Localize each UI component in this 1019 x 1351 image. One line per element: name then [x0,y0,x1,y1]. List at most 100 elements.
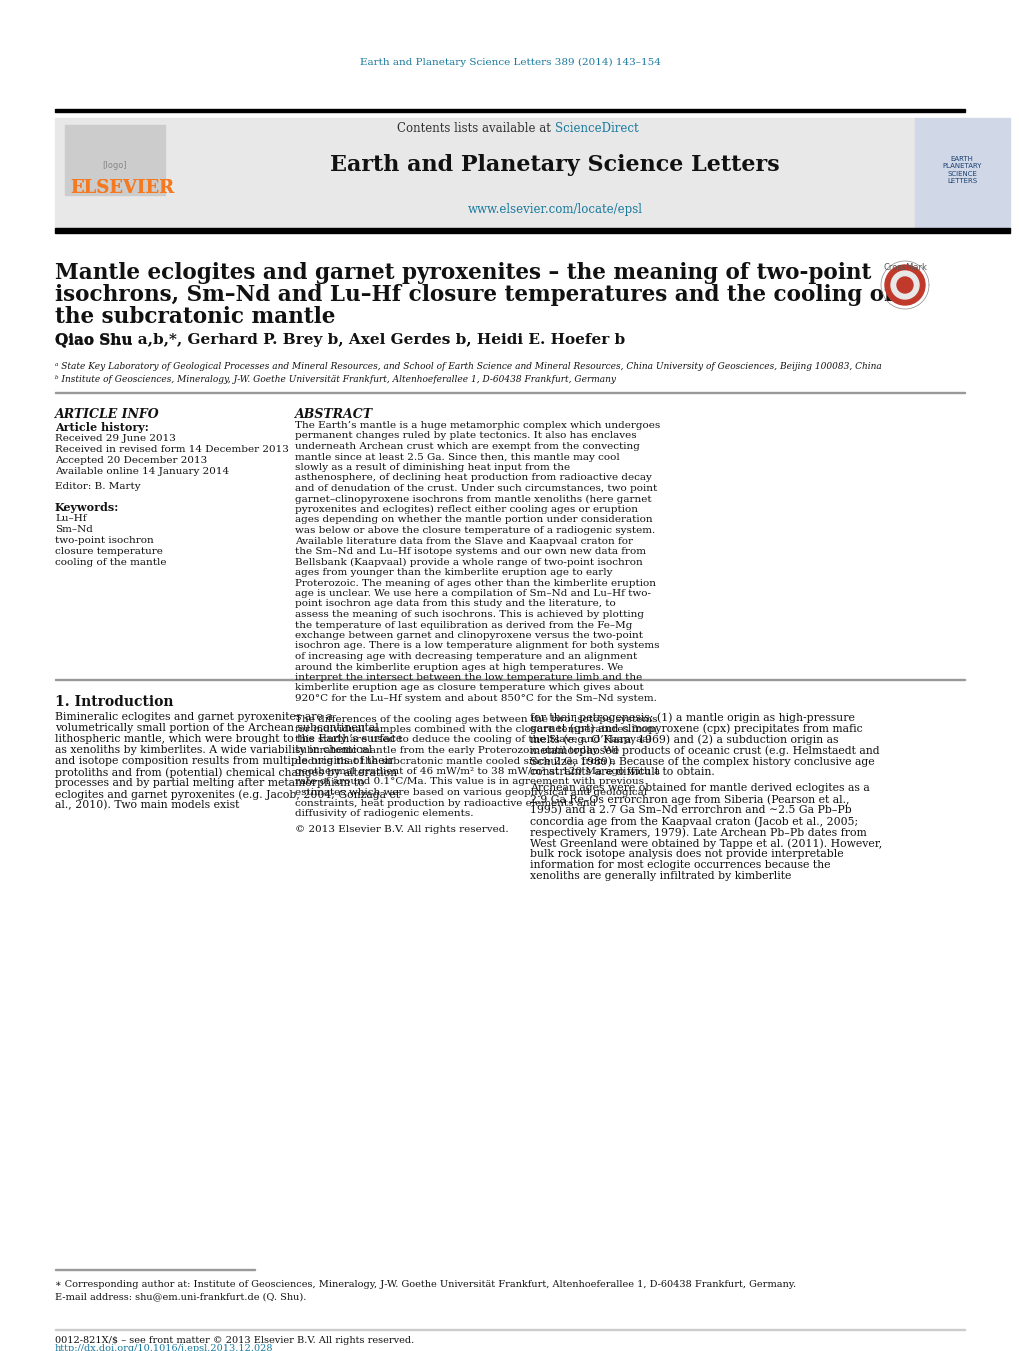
Text: 1. Introduction: 1. Introduction [55,694,173,709]
Text: Qiao Shu: Qiao Shu [55,332,138,347]
Text: exchange between garnet and clinopyroxene versus the two-point: exchange between garnet and clinopyroxen… [294,631,642,640]
Text: volumetrically small portion of the Archean subcontinental: volumetrically small portion of the Arch… [55,723,378,734]
Text: geothermal gradient of 46 mW/m² to 38 mW/m² at 120 Ma ago with a: geothermal gradient of 46 mW/m² to 38 mW… [294,767,659,775]
Text: underneath Archean crust which are exempt from the convecting: underneath Archean crust which are exemp… [294,442,639,451]
Text: asthenosphere, of declining heat production from radioactive decay: asthenosphere, of declining heat product… [294,473,651,482]
Text: E-mail address: shu@em.uni-frankfurt.de (Q. Shu).: E-mail address: shu@em.uni-frankfurt.de … [55,1292,306,1301]
Text: information for most eclogite occurrences because the: information for most eclogite occurrence… [530,861,829,870]
Text: protoliths and from (potential) chemical changes by alteration: protoliths and from (potential) chemical… [55,767,396,778]
Text: ARTICLE INFO: ARTICLE INFO [55,408,159,422]
Text: Bimineralic eclogites and garnet pyroxenites are a: Bimineralic eclogites and garnet pyroxen… [55,712,332,721]
Circle shape [896,277,912,293]
Text: for their petrogenesis: (1) a mantle origin as high-pressure: for their petrogenesis: (1) a mantle ori… [530,712,854,723]
Text: Archean ages were obtained for mantle derived eclogites as a: Archean ages were obtained for mantle de… [530,784,869,793]
Text: for individual samples combined with the closure temperatures from: for individual samples combined with the… [294,725,656,734]
Text: constraints are difficult to obtain.: constraints are difficult to obtain. [530,767,714,777]
Text: deduce that the subcratonic mantle cooled since 2 Ga from a: deduce that the subcratonic mantle coole… [294,757,615,766]
Text: ages from younger than the kimberlite eruption age to early: ages from younger than the kimberlite er… [294,567,611,577]
Circle shape [884,265,924,305]
Text: respectively Kramers, 1979). Late Archean Pb–Pb dates from: respectively Kramers, 1979). Late Archea… [530,827,866,838]
Text: Mantle eclogites and garnet pyroxenites – the meaning of two-point: Mantle eclogites and garnet pyroxenites … [55,262,870,284]
Text: 920°C for the Lu–Hf system and about 850°C for the Sm–Nd system.: 920°C for the Lu–Hf system and about 850… [294,694,656,703]
Text: two-point isochron: two-point isochron [55,536,154,544]
Text: [logo]: [logo] [103,161,127,169]
Text: garnet–clinopyroxene isochrons from mantle xenoliths (here garnet: garnet–clinopyroxene isochrons from mant… [294,494,651,504]
Text: ELSEVIER: ELSEVIER [70,178,174,197]
Text: metamorphosed products of oceanic crust (e.g. Helmstaedt and: metamorphosed products of oceanic crust … [530,744,878,755]
Text: processes and by partial melting after metamorphism to: processes and by partial melting after m… [55,778,364,788]
Text: the temperature of last equilibration as derived from the Fe–Mg: the temperature of last equilibration as… [294,620,632,630]
Text: Proterozoic. The meaning of ages other than the kimberlite eruption: Proterozoic. The meaning of ages other t… [294,578,655,588]
Text: West Greenland were obtained by Tappe et al. (2011). However,: West Greenland were obtained by Tappe et… [530,838,881,848]
Text: eclogites and garnet pyroxenites (e.g. Jacob, 2004; Gonzaga et: eclogites and garnet pyroxenites (e.g. J… [55,789,399,800]
Bar [195,118,914,230]
Text: bulk rock isotope analysis does not provide interpretable: bulk rock isotope analysis does not prov… [530,848,843,859]
Text: The differences of the cooling ages between the two isotope systems: The differences of the cooling ages betw… [294,715,657,724]
Text: slowly as a result of diminishing heat input from the: slowly as a result of diminishing heat i… [294,463,570,471]
Text: ABSTRACT: ABSTRACT [294,408,373,422]
Text: al., 2010). Two main models exist: al., 2010). Two main models exist [55,800,239,811]
Text: Contents lists available at: Contents lists available at [397,122,554,135]
Text: xenoliths are generally infiltrated by kimberlite: xenoliths are generally infiltrated by k… [530,871,791,881]
Text: ScienceDirect: ScienceDirect [554,122,638,135]
Text: www.elsevier.com/locate/epsl: www.elsevier.com/locate/epsl [467,204,642,216]
Bar [65,126,165,195]
Bar [55,228,1009,232]
Text: EARTH
PLANETARY
SCIENCE
LETTERS: EARTH PLANETARY SCIENCE LETTERS [942,155,981,184]
Text: mantle since at least 2.5 Ga. Since then, this mantle may cool: mantle since at least 2.5 Ga. Since then… [294,453,620,462]
Text: diffusivity of radiogenic elements.: diffusivity of radiogenic elements. [294,809,473,817]
Text: cooling of the mantle: cooling of the mantle [55,558,166,567]
Text: © 2013 Elsevier B.V. All rights reserved.: © 2013 Elsevier B.V. All rights reserved… [294,824,508,834]
Text: permanent changes ruled by plate tectonics. It also has enclaves: permanent changes ruled by plate tectoni… [294,431,636,440]
Text: constraints, heat production by radioactive elements and: constraints, heat production by radioact… [294,798,596,808]
Text: CrossMark: CrossMark [882,262,926,272]
Text: Sm–Nd: Sm–Nd [55,526,93,534]
Text: and isotope composition results from multiple origins of their: and isotope composition results from mul… [55,757,393,766]
Text: ᵃ State Key Laboratory of Geological Processes and Mineral Resources, and School: ᵃ State Key Laboratory of Geological Pro… [55,362,880,372]
Text: assess the meaning of such isochrons. This is achieved by plotting: assess the meaning of such isochrons. Th… [294,611,643,619]
Text: Keywords:: Keywords: [55,503,119,513]
Text: Article history:: Article history: [55,422,149,434]
Text: Available online 14 January 2014: Available online 14 January 2014 [55,467,229,476]
Text: melts (e.g. O’Hara, 1969) and (2) a subduction origin as: melts (e.g. O’Hara, 1969) and (2) a subd… [530,734,838,744]
Text: the Sm–Nd and Lu–Hf isotope systems and our own new data from: the Sm–Nd and Lu–Hf isotope systems and … [294,547,645,557]
Text: 0012-821X/$ – see front matter © 2013 Elsevier B.V. All rights reserved.: 0012-821X/$ – see front matter © 2013 El… [55,1336,414,1346]
Text: ∗ Corresponding author at: Institute of Geosciences, Mineralogy, J-W. Goethe Uni: ∗ Corresponding author at: Institute of … [55,1279,796,1289]
Bar [55,109,964,112]
Text: ᵇ Institute of Geosciences, Mineralogy, J-W. Goethe Universität Frankfurt, Alten: ᵇ Institute of Geosciences, Mineralogy, … [55,376,615,384]
Text: lithospheric mantle, which were brought to the Earth’s surface: lithospheric mantle, which were brought … [55,734,401,744]
Text: closure temperature: closure temperature [55,547,163,557]
Text: age is unclear. We use here a compilation of Sm–Nd and Lu–Hf two-: age is unclear. We use here a compilatio… [294,589,650,598]
Text: isochron age. There is a low temperature alignment for both systems: isochron age. There is a low temperature… [294,642,659,650]
Text: ages depending on whether the mantle portion under consideration: ages depending on whether the mantle por… [294,516,652,524]
Text: Earth and Planetary Science Letters 389 (2014) 143–154: Earth and Planetary Science Letters 389 … [360,58,659,66]
Text: was below or above the closure temperature of a radiogenic system.: was below or above the closure temperatu… [294,526,654,535]
Text: Received in revised form 14 December 2013: Received in revised form 14 December 201… [55,444,288,454]
Text: isochrons, Sm–Nd and Lu–Hf closure temperatures and the cooling of: isochrons, Sm–Nd and Lu–Hf closure tempe… [55,284,893,305]
Text: Qiao Shu a,b,*, Gerhard P. Brey b, Axel Gerdes b, Heidi E. Hoefer b: Qiao Shu a,b,*, Gerhard P. Brey b, Axel … [55,332,625,347]
Text: Accepted 20 December 2013: Accepted 20 December 2013 [55,457,207,465]
Text: as xenoliths by kimberlites. A wide variability in chemical: as xenoliths by kimberlites. A wide vari… [55,744,372,755]
Text: subcratonic mantle from the early Proterozoic until today. We: subcratonic mantle from the early Proter… [294,746,619,755]
Text: pyroxenites and eclogites) reflect either cooling ages or eruption: pyroxenites and eclogites) reflect eithe… [294,505,637,515]
Text: interpret the intersect between the low temperature limb and the: interpret the intersect between the low … [294,673,642,682]
Text: The Earth’s mantle is a huge metamorphic complex which undergoes: The Earth’s mantle is a huge metamorphic… [294,422,659,430]
Bar [55,118,195,230]
Text: rate of around 0.1°C/Ma. This value is in agreement with previous: rate of around 0.1°C/Ma. This value is i… [294,777,643,786]
Text: http://dx.doi.org/10.1016/j.epsl.2013.12.028: http://dx.doi.org/10.1016/j.epsl.2013.12… [55,1344,273,1351]
Text: Available literature data from the Slave and Kaapvaal craton for: Available literature data from the Slave… [294,536,633,546]
Text: of increasing age with decreasing temperature and an alignment: of increasing age with decreasing temper… [294,653,637,661]
Text: estimates which were based on various geophysical and geological: estimates which were based on various ge… [294,788,646,797]
Text: kimberlite eruption age as closure temperature which gives about: kimberlite eruption age as closure tempe… [294,684,643,693]
Text: Lu–Hf: Lu–Hf [55,513,87,523]
Text: around the kimberlite eruption ages at high temperatures. We: around the kimberlite eruption ages at h… [294,662,623,671]
Text: Bellsbank (Kaapvaal) provide a whole range of two-point isochron: Bellsbank (Kaapvaal) provide a whole ran… [294,558,642,566]
Text: concordia age from the Kaapvaal craton (Jacob et al., 2005;: concordia age from the Kaapvaal craton (… [530,816,857,827]
Text: garnet (grt) and clinopyroxene (cpx) precipitates from mafic: garnet (grt) and clinopyroxene (cpx) pre… [530,723,862,734]
Text: Received 29 June 2013: Received 29 June 2013 [55,434,175,443]
Text: Editor: B. Marty: Editor: B. Marty [55,482,141,490]
Text: this study are used to deduce the cooling of the Slave and Kaapvaal: this study are used to deduce the coolin… [294,735,651,744]
Text: the subcratonic mantle: the subcratonic mantle [55,305,335,328]
Text: point isochron age data from this study and the literature, to: point isochron age data from this study … [294,600,615,608]
Text: and of denudation of the crust. Under such circumstances, two point: and of denudation of the crust. Under su… [294,484,656,493]
